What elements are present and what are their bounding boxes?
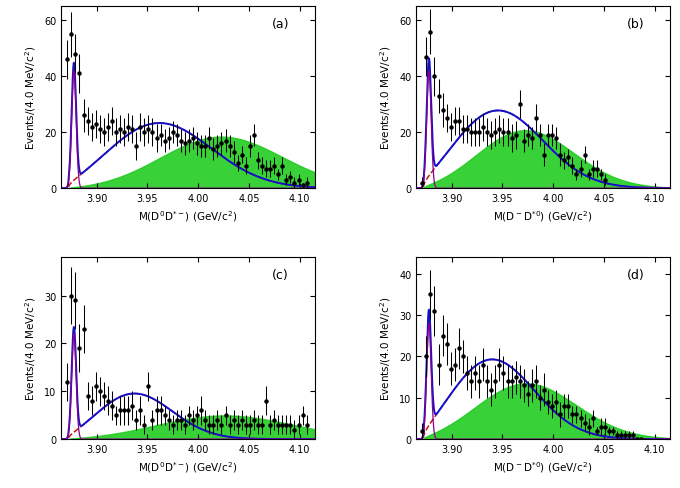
Text: (a): (a) xyxy=(272,18,289,31)
X-axis label: M(D$^-$D$^{*0}$) (GeV/c$^2$): M(D$^-$D$^{*0}$) (GeV/c$^2$) xyxy=(494,209,592,224)
X-axis label: M(D$^0$D$^{*-}$) (GeV/c$^2$): M(D$^0$D$^{*-}$) (GeV/c$^2$) xyxy=(139,460,237,474)
Text: (b): (b) xyxy=(627,18,645,31)
Y-axis label: Events/(4.0 MeV/c$^2$): Events/(4.0 MeV/c$^2$) xyxy=(24,296,38,401)
Y-axis label: Events/(4.0 MeV/c$^2$): Events/(4.0 MeV/c$^2$) xyxy=(379,296,394,401)
X-axis label: M(D$^-$D$^{*0}$) (GeV/c$^2$): M(D$^-$D$^{*0}$) (GeV/c$^2$) xyxy=(494,460,592,474)
Y-axis label: Events/(4.0 MeV/c$^2$): Events/(4.0 MeV/c$^2$) xyxy=(24,46,38,150)
Text: (d): (d) xyxy=(627,268,645,282)
X-axis label: M(D$^0$D$^{*-}$) (GeV/c$^2$): M(D$^0$D$^{*-}$) (GeV/c$^2$) xyxy=(139,209,237,224)
Text: (c): (c) xyxy=(272,268,288,282)
Y-axis label: Events/(4.0 MeV/c$^2$): Events/(4.0 MeV/c$^2$) xyxy=(379,46,394,150)
